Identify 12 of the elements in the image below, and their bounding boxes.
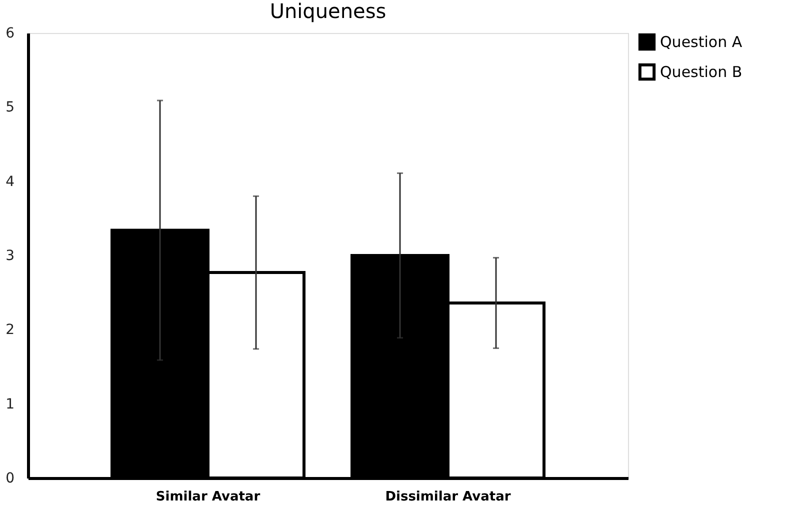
- x-tick-label: Dissimilar Avatar: [385, 490, 512, 504]
- y-tick-label: 6: [6, 26, 15, 42]
- legend-label: Question A: [660, 33, 743, 51]
- y-tick-label: 4: [6, 174, 15, 190]
- y-tick-label: 3: [6, 248, 14, 264]
- y-tick-label: 0: [6, 470, 14, 486]
- y-tick-label: 5: [6, 100, 14, 116]
- y-tick-label: 2: [6, 322, 14, 338]
- x-tick-label: Similar Avatar: [156, 490, 261, 504]
- legend-label: Question B: [660, 63, 742, 81]
- y-tick-label: 1: [6, 396, 14, 412]
- chart-title: Uniqueness: [270, 0, 386, 23]
